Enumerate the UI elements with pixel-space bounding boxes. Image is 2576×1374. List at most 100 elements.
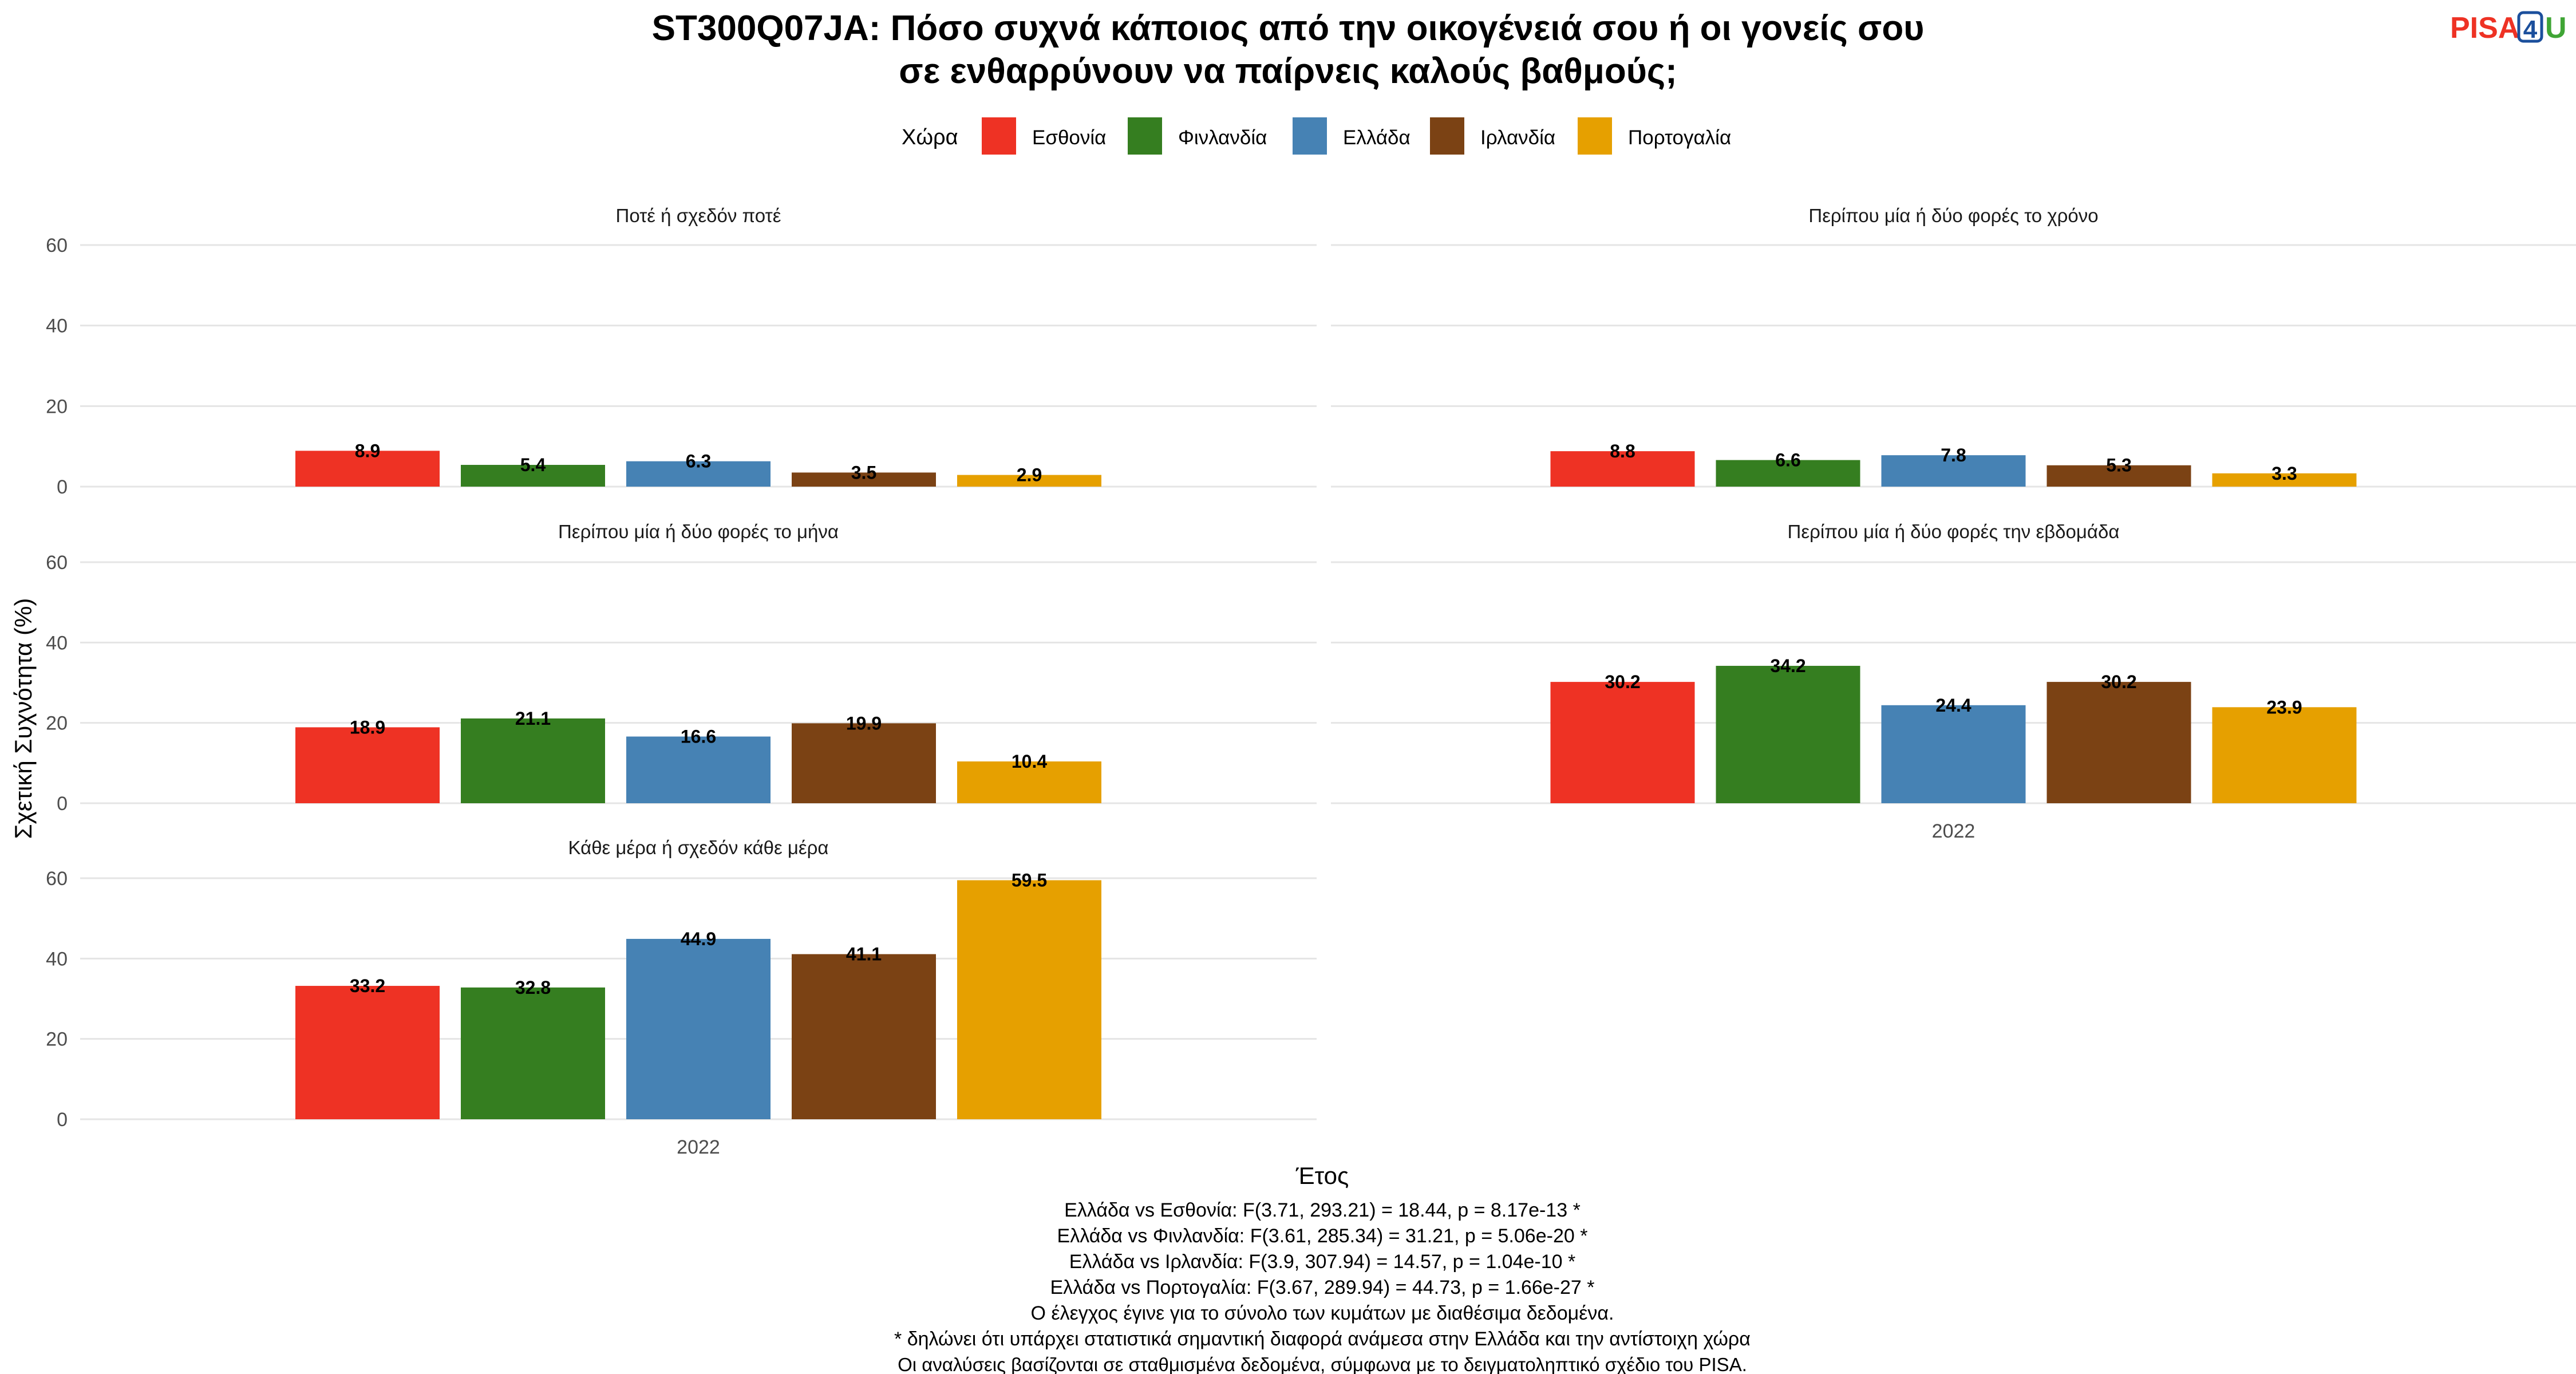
legend-label-2: Φινλανδία (1178, 127, 1267, 149)
bar-value-label: 59.5 (1012, 870, 1047, 891)
bar (461, 987, 605, 1119)
chart-title-line-1: ST300Q07JA: Πόσο συχνά κάποιος από την ο… (652, 9, 1925, 48)
y-tick-label: 0 (57, 476, 68, 498)
legend-key-3 (1293, 117, 1327, 155)
logo-text-u: U (2545, 11, 2567, 45)
bar-value-label: 41.1 (846, 944, 882, 965)
bar-value-label: 19.9 (846, 713, 882, 733)
y-tick-label: 20 (46, 713, 68, 735)
bar (957, 475, 1101, 487)
panel-1: 0 20 40 60 Ποτέ ή σχεδόν ποτέ 8.9 5.4 6.3 3.5 2.9 (46, 205, 1317, 498)
legend-label-4: Ιρλανδία (1480, 127, 1555, 149)
panel-title: Περίπου μία ή δύο φορές το χρόνο (1808, 205, 2098, 226)
bar (1881, 705, 2026, 803)
pisa4u-logo: PISA 4 U (2450, 11, 2567, 45)
legend-label-5: Πορτογαλία (1628, 127, 1731, 149)
bar (295, 727, 440, 803)
bar-value-label: 16.6 (681, 727, 716, 747)
bar (2212, 473, 2357, 487)
legend-label-3: Ελλάδα (1343, 127, 1411, 149)
footnote-line-1: Ελλάδα vs Εσθονία: F(3.71, 293.21) = 18.… (1064, 1199, 1581, 1221)
y-tick-label: 60 (46, 868, 68, 890)
bar (1881, 455, 2026, 487)
bar (626, 736, 771, 803)
panel-title: Περίπου μία ή δύο φορές την εβδομάδα (1788, 521, 2120, 542)
legend-label-1: Εσθονία (1032, 127, 1106, 149)
panel-2: Περίπου μία ή δύο φορές το χρόνο 8.8 6.6 7.… (1331, 205, 2576, 488)
footnote-line-6: * δηλώνει ότι υπάρχει στατιστικά σημαντι… (894, 1328, 1751, 1350)
bar-value-label: 32.8 (515, 977, 551, 998)
y-tick-label: 0 (57, 793, 68, 815)
panel-title: Ποτέ ή σχεδόν ποτέ (616, 205, 781, 226)
bar-value-label: 30.2 (1605, 672, 1640, 692)
legend-key-2 (1128, 117, 1162, 155)
bar (2046, 465, 2191, 487)
footnote-line-4: Ελλάδα vs Πορτογαλία: F(3.67, 289.94) = … (1050, 1277, 1595, 1298)
bar (461, 718, 605, 803)
bar (626, 938, 771, 1119)
bar (1550, 682, 1695, 803)
x-tick-label: 2022 (677, 1136, 720, 1158)
bar-value-label: 6.6 (1775, 450, 1800, 471)
bar (1716, 460, 1860, 487)
legend-key-5 (1578, 117, 1612, 155)
y-axis-title: Σχετική Συχνότητα (%) (10, 598, 37, 839)
footnote-line-7: Οι αναλύσεις βασίζονται σε σταθμισμένα δ… (898, 1354, 1747, 1374)
bar-value-label: 8.9 (355, 440, 380, 461)
y-tick-label: 40 (46, 948, 68, 970)
footnotes: Ελλάδα vs Εσθονία: F(3.71, 293.21) = 18.… (894, 1199, 1751, 1374)
bar-value-label: 8.8 (1610, 441, 1635, 461)
panel-3: 0 20 40 60 Περίπου μία ή δύο φορές το μήνα 18… (46, 521, 1317, 815)
panel-5: 0 20 40 60 Κάθε μέρα ή σχεδόν κάθε μέρα 33.2 3… (46, 837, 1317, 1158)
chart-title-line-2: σε ενθαρρύνουν να παίρνεις καλούς βαθμού… (899, 52, 1677, 91)
bar (792, 954, 936, 1119)
bar-value-label: 34.2 (1770, 656, 1805, 676)
bar-value-label: 21.1 (515, 708, 551, 729)
panel-title: Κάθε μέρα ή σχεδόν κάθε μέρα (568, 837, 829, 858)
bar (1550, 451, 1695, 487)
bar (461, 465, 605, 487)
facet-panels: 0 20 40 60 Ποτέ ή σχεδόν ποτέ 8.9 5.4 6.3 3.5 2.9… (46, 205, 2576, 1158)
bar (957, 761, 1101, 803)
y-tick-label: 0 (57, 1109, 68, 1131)
bar (626, 461, 771, 487)
bar (2212, 707, 2357, 803)
bar-value-label: 33.2 (350, 976, 385, 996)
bar-value-label: 10.4 (1012, 751, 1047, 772)
bar-value-label: 44.9 (681, 929, 716, 949)
logo-text-4: 4 (2523, 15, 2538, 44)
y-tick-label: 20 (46, 1029, 68, 1051)
bar (792, 723, 936, 803)
bar-value-label: 2.9 (1017, 465, 1042, 485)
bar-value-label: 7.8 (1941, 445, 1966, 465)
panel-title: Περίπου μία ή δύο φορές το μήνα (558, 521, 839, 542)
bar-value-label: 18.9 (350, 717, 385, 737)
footnote-line-5: Ο έλεγχος έγινε για το σύνολο των κυμάτω… (1031, 1302, 1614, 1324)
bar-value-label: 6.3 (686, 451, 711, 472)
y-tick-label: 20 (46, 396, 68, 417)
bar-value-label: 5.4 (520, 455, 546, 475)
footnote-line-3: Ελλάδα vs Ιρλανδία: F(3.9, 307.94) = 14.… (1069, 1251, 1575, 1273)
y-tick-label: 40 (46, 315, 68, 337)
bar (295, 986, 440, 1119)
x-axis-title: Έτος (1295, 1162, 1349, 1189)
footnote-line-2: Ελλάδα vs Φινλανδία: F(3.61, 285.34) = 3… (1057, 1225, 1588, 1247)
legend-key-1 (982, 117, 1016, 155)
logo-box (2517, 11, 2543, 43)
bar (295, 451, 440, 487)
legend-title: Χώρα (902, 125, 958, 149)
bar (2046, 682, 2191, 803)
x-tick-label: 2022 (1932, 820, 1976, 842)
y-tick-label: 60 (46, 552, 68, 574)
bar-value-label: 3.3 (2271, 463, 2297, 484)
bar (957, 880, 1101, 1119)
bar-value-label: 3.5 (851, 462, 876, 483)
legend-key-4 (1430, 117, 1464, 155)
bar-value-label: 5.3 (2106, 455, 2131, 476)
panel-4: Περίπου μία ή δύο φορές την εβδομάδα 30.2… (1331, 521, 2576, 842)
bar-value-label: 23.9 (2266, 697, 2302, 717)
y-tick-label: 60 (46, 235, 68, 256)
bar (792, 472, 936, 487)
legend: Χώρα Εσθονία Φινλανδία Ελλάδα Ιρλανδία Πορτο… (902, 117, 1731, 155)
